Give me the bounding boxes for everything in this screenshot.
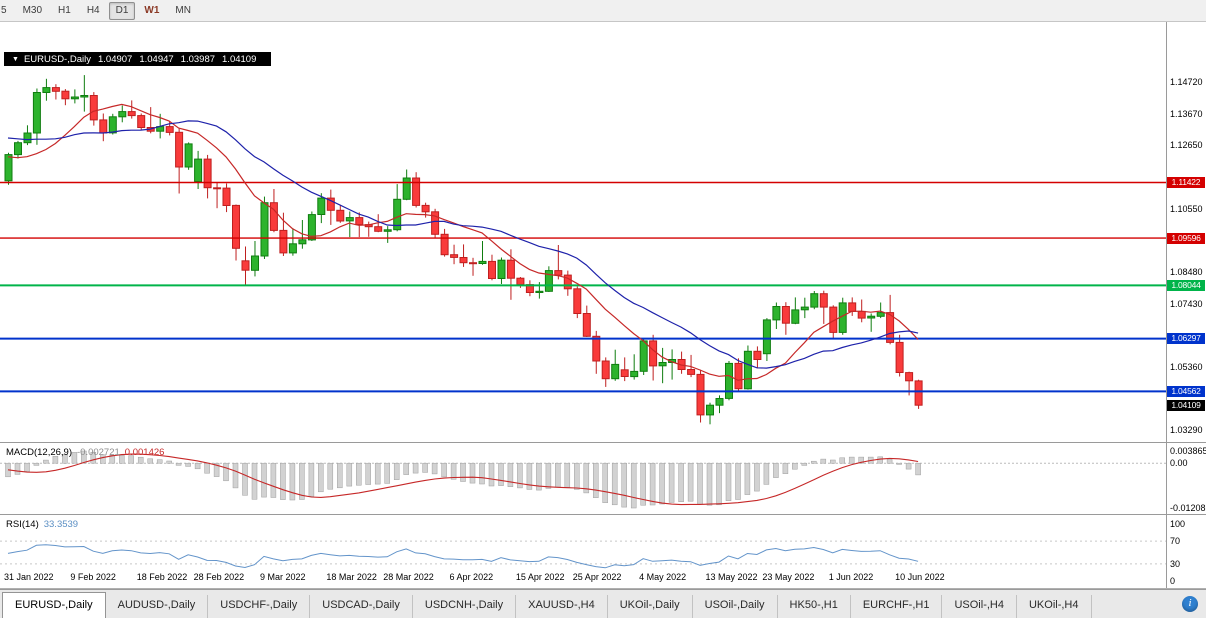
chart-tab-eurusd-daily[interactable]: EURUSD-,Daily: [2, 592, 106, 618]
macd-histogram-value: -0.002721: [77, 447, 120, 458]
chart-tab-usdcad-daily[interactable]: USDCAD-,Daily: [310, 595, 413, 618]
rsi-axis-label: 30: [1170, 558, 1181, 569]
chart-tab-usdchf-daily[interactable]: USDCHF-,Daily: [208, 595, 311, 618]
macd-axis-label: -0.01208: [1170, 503, 1206, 513]
info-icon[interactable]: i: [1182, 596, 1198, 612]
rsi-axis-label: 0: [1170, 576, 1176, 586]
timeframe-toolbar: 5 M30 H1 H4 D1 W1 MN: [0, 0, 1206, 22]
price-axis-label: 1.12650: [1170, 140, 1203, 151]
price-tag-1.11422: 1.11422: [1167, 177, 1205, 189]
chart-symbol-header[interactable]: ▼ EURUSD-,Daily 1.04907 1.04947 1.03987 …: [4, 52, 272, 66]
current-price-tag: 1.04109: [1167, 399, 1205, 411]
price-tag-1.08044: 1.08044: [1167, 279, 1205, 291]
chart-tab-hk50-h1[interactable]: HK50-,H1: [778, 595, 851, 618]
price-chart-canvas[interactable]: [0, 48, 1166, 442]
price-axis-label: 1.08480: [1170, 267, 1203, 278]
timeframe-button-m30[interactable]: M30: [22, 4, 43, 16]
chart-tab-ukoil-daily[interactable]: UKOil-,Daily: [608, 595, 693, 618]
price-axis-label: 1.13670: [1170, 109, 1203, 120]
timeframe-button-h1[interactable]: H1: [58, 4, 71, 16]
macd-signal-value: 0.001426: [124, 447, 165, 458]
macd-title: MACD(12,26,9): [6, 447, 72, 458]
timeframe-button-mn[interactable]: MN: [175, 4, 191, 16]
chart-tab-audusd-daily[interactable]: AUDUSD-,Daily: [106, 595, 209, 618]
chart-tab-bar: EURUSD-,Daily AUDUSD-,Daily USDCHF-,Daily U…: [0, 588, 1206, 618]
timeframe-button-d1[interactable]: D1: [108, 1, 136, 20]
price-axis-label: 1.07430: [1170, 299, 1203, 310]
quote-close: 1.04109: [222, 53, 257, 65]
quote-open: 1.04907: [97, 53, 133, 65]
price-tag-1.04562: 1.04562: [1167, 385, 1205, 397]
price-tag-1.06297: 1.06297: [1167, 333, 1205, 345]
price-tag-1.09596: 1.09596: [1167, 232, 1205, 244]
macd-indicator-label: MACD(12,26,9) -0.002721 0.001426: [6, 447, 169, 458]
chart-area: ▼ EURUSD-,Daily 1.04907 1.04947 1.03987 …: [0, 22, 1206, 590]
timeframe-button-w1[interactable]: W1: [144, 4, 160, 16]
chart-tab-usoil-daily[interactable]: USOil-,Daily: [693, 595, 778, 618]
chart-tab-ukoil-h4[interactable]: UKOil-,H4: [1017, 595, 1092, 618]
price-axis-label: 1.05360: [1170, 362, 1203, 373]
timeframe-button-h4[interactable]: H4: [86, 4, 100, 16]
quote-high: 1.04947: [139, 53, 174, 65]
chart-tab-xauusd-h4[interactable]: XAUUSD-,H4: [516, 595, 608, 618]
rsi-title: RSI(14): [6, 519, 39, 530]
macd-axis-label: 0.003865: [1170, 446, 1206, 456]
rsi-axis-label: 70: [1170, 536, 1181, 547]
chart-tab-eurchf-h1[interactable]: EURCHF-,H1: [851, 595, 943, 618]
timeframe-button-5[interactable]: 5: [1, 4, 7, 16]
pane-divider[interactable]: [0, 442, 1206, 443]
pane-divider[interactable]: [0, 589, 1206, 590]
rsi-pane-canvas[interactable]: [0, 516, 1166, 589]
rsi-axis-label: 100: [1170, 519, 1186, 529]
price-axis-separator: [1166, 22, 1167, 588]
price-axis-label: 1.03290: [1170, 425, 1203, 436]
quote-low: 1.03987: [180, 53, 216, 65]
chart-tab-usoil-h4[interactable]: USOil-,H4: [942, 595, 1017, 618]
rsi-value: 33.3539: [43, 519, 79, 530]
rsi-indicator-label: RSI(14) 33.3539: [6, 519, 83, 530]
chart-symbol-label: EURUSD-,Daily: [23, 53, 91, 65]
collapse-icon[interactable]: ▼: [12, 55, 19, 63]
chart-tab-usdcnh-daily[interactable]: USDCNH-,Daily: [413, 595, 517, 618]
price-axis-label: 1.14720: [1170, 77, 1203, 88]
macd-axis-label: 0.00: [1170, 458, 1188, 469]
macd-pane-canvas[interactable]: [0, 445, 1166, 514]
pane-divider[interactable]: [0, 514, 1206, 515]
price-axis-label: 1.10550: [1170, 204, 1203, 215]
